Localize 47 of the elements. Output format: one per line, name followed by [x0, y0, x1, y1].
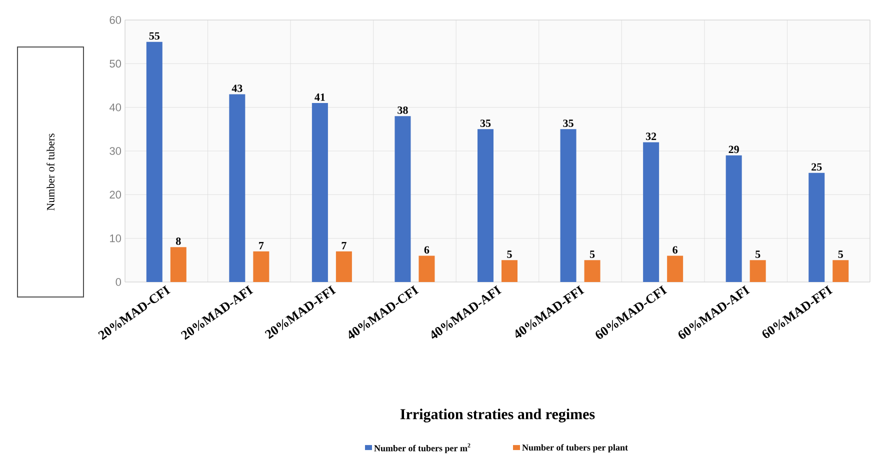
y-tick-label: 50 — [110, 60, 122, 68]
bar — [170, 247, 186, 282]
data-label: 43 — [232, 84, 242, 92]
y-tick-label: 20 — [110, 190, 122, 199]
bar — [229, 94, 246, 282]
data-label: 5 — [838, 250, 843, 258]
bar — [394, 116, 411, 282]
data-label: 35 — [563, 120, 574, 127]
bar — [643, 142, 660, 282]
data-label: 29 — [728, 146, 739, 154]
y-tick-label: 40 — [109, 103, 122, 112]
legend-label: Number of tubers per m$^{2}$ — [374, 443, 470, 454]
y-tick-label: 60 — [110, 16, 122, 24]
data-label: 35 — [480, 120, 491, 127]
data-label: 32 — [646, 132, 656, 140]
bar — [336, 251, 352, 282]
data-label: 55 — [149, 32, 160, 40]
data-label: 6 — [672, 246, 678, 254]
bar — [667, 256, 684, 282]
bar — [502, 260, 518, 282]
bar — [253, 251, 270, 282]
data-label: 7 — [259, 242, 264, 250]
y-tick-label: 30 — [110, 147, 122, 155]
data-label: 5 — [756, 250, 760, 258]
bar — [726, 155, 742, 282]
data-label: 7 — [342, 242, 346, 250]
bar — [146, 42, 162, 282]
bar — [584, 260, 600, 282]
data-label: 38 — [398, 106, 408, 114]
legend-label: Number of tubers per plant — [522, 444, 628, 452]
bar — [750, 260, 766, 282]
data-label: 5 — [590, 250, 595, 258]
y-tick-label: 10 — [110, 234, 122, 242]
data-label: 8 — [176, 237, 181, 245]
data-label: 6 — [424, 246, 430, 254]
y-axis-title: Number of tubers — [46, 134, 54, 210]
data-label: 5 — [507, 250, 512, 258]
data-label: 25 — [812, 163, 822, 171]
bar — [418, 256, 435, 282]
y-tick-label: 0 — [116, 278, 122, 286]
data-label: 41 — [314, 94, 325, 101]
bar — [808, 172, 825, 282]
bar — [832, 260, 849, 282]
bar — [312, 102, 328, 282]
bar — [560, 129, 576, 282]
x-axis-title: Irrigation straties and regimes — [400, 408, 595, 422]
bar — [478, 129, 494, 282]
